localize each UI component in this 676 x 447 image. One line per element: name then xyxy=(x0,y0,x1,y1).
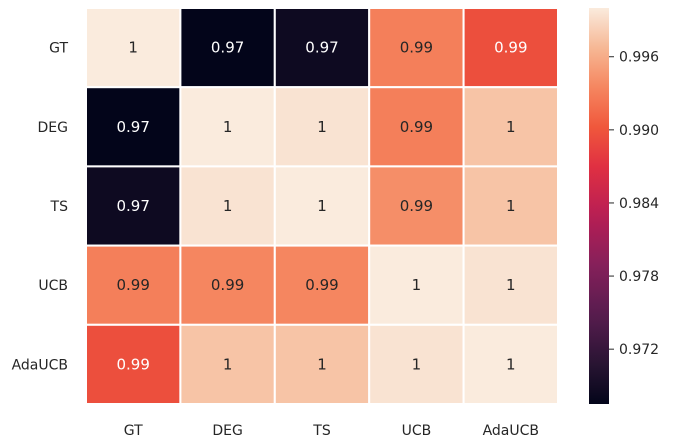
heatmap-cell-label: 0.97 xyxy=(305,39,338,57)
heatmap-cells xyxy=(85,7,560,405)
x-tick-label: UCB xyxy=(402,423,432,439)
colorbar-tick-label: 0.978 xyxy=(619,269,659,285)
heatmap-cell-label: 0.99 xyxy=(116,276,149,294)
heatmap-cell-adaucb-gt xyxy=(85,323,182,405)
x-tick-label: DEG xyxy=(212,423,242,439)
heatmap-cell-labels: 1 0.97 0.97 0.99 0.99 0.97 1 1 0.99 1 0.97 1 1 0.99 1 0… xyxy=(116,39,527,374)
heatmap-cell-label: 1 xyxy=(412,355,422,373)
x-axis-ticks: GT DEG TS UCB AdaUCB xyxy=(124,423,539,439)
heatmap-cell-label: 1 xyxy=(317,197,327,215)
heatmap-cell-label: 1 xyxy=(223,118,233,136)
heatmap-cell-ucb-gt xyxy=(85,244,182,326)
heatmap-cell-label: 1 xyxy=(223,197,233,215)
heatmap-cell-ucb-ts xyxy=(273,244,371,326)
y-tick-label: UCB xyxy=(38,278,68,294)
x-tick-label: GT xyxy=(124,423,143,439)
y-tick-label: GT xyxy=(49,41,68,57)
heatmap-cell-deg-gt xyxy=(85,86,182,168)
heatmap-cell-label: 0.99 xyxy=(211,276,244,294)
y-axis-ticks: GT DEG TS UCB AdaUCB xyxy=(12,41,69,374)
colorbar-tick-label: 0.996 xyxy=(619,50,659,66)
colorbar-tick-label: 0.984 xyxy=(619,196,659,212)
x-tick-label: AdaUCB xyxy=(483,423,539,439)
heatmap-cell-label: 0.99 xyxy=(400,118,433,136)
heatmap-cell-ts-ucb xyxy=(368,165,465,247)
heatmap-cell-gt-deg xyxy=(179,7,276,89)
heatmap-cell-label: 1 xyxy=(317,118,327,136)
heatmap-cell-ts-deg xyxy=(179,165,276,247)
heatmap-cell-gt-gt xyxy=(85,7,182,89)
y-tick-label: DEG xyxy=(38,120,68,136)
heatmap-cell-label: 1 xyxy=(506,276,516,294)
heatmap-cell-label: 0.97 xyxy=(211,39,244,57)
heatmap-cell-adaucb-deg xyxy=(179,323,276,405)
y-tick-label: TS xyxy=(50,199,69,215)
heatmap-cell-label: 0.99 xyxy=(494,39,527,57)
colorbar-gradient xyxy=(589,8,609,404)
heatmap-cell-label: 0.99 xyxy=(305,276,338,294)
heatmap-cell-deg-adaucb xyxy=(462,86,560,168)
heatmap-cell-ucb-adaucb xyxy=(462,244,560,326)
heatmap-cell-label: 1 xyxy=(506,118,516,136)
heatmap-cell-label: 1 xyxy=(506,197,516,215)
heatmap-cell-ucb-deg xyxy=(179,244,276,326)
heatmap-cell-label: 1 xyxy=(506,355,516,373)
heatmap-cell-label: 0.97 xyxy=(116,118,149,136)
heatmap-cell-label: 0.99 xyxy=(400,197,433,215)
heatmap-cell-label: 1 xyxy=(412,276,422,294)
heatmap-cell-label: 0.97 xyxy=(116,197,149,215)
heatmap-cell-label: 1 xyxy=(223,355,233,373)
heatmap-cell-adaucb-ts xyxy=(273,323,371,405)
heatmap-cell-label: 0.99 xyxy=(116,355,149,373)
x-tick-label: TS xyxy=(312,423,331,439)
heatmap-cell-label: 1 xyxy=(317,355,327,373)
colorbar-tick-label: 0.990 xyxy=(619,123,659,139)
heatmap-cell-deg-ts xyxy=(273,86,371,168)
heatmap-cell-label: 0.99 xyxy=(400,39,433,57)
colorbar: 0.972 0.978 0.984 0.990 0.996 xyxy=(589,8,659,404)
y-tick-label: AdaUCB xyxy=(12,357,68,373)
heatmap-cell-adaucb-adaucb xyxy=(462,323,560,405)
heatmap-cell-label: 1 xyxy=(128,39,138,57)
colorbar-tick-label: 0.972 xyxy=(619,342,659,358)
heatmap-cell-ucb-ucb xyxy=(368,244,465,326)
